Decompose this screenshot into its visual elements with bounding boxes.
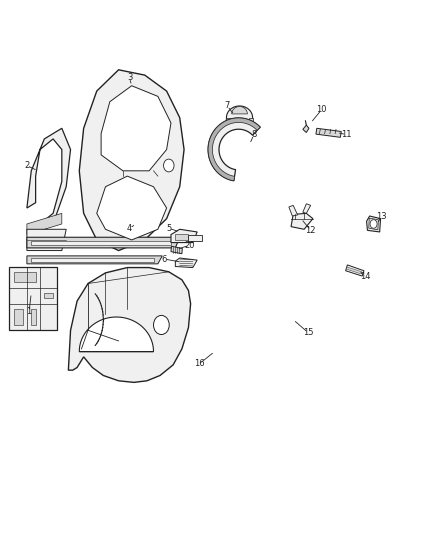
Polygon shape [175,258,197,268]
Polygon shape [303,204,311,213]
Text: 15: 15 [303,328,314,337]
Text: 10: 10 [316,105,327,114]
Text: 3: 3 [127,73,132,82]
Text: 16: 16 [194,359,205,368]
Circle shape [163,159,174,172]
Polygon shape [188,235,201,241]
Text: 1: 1 [26,307,32,316]
Polygon shape [316,128,341,138]
Text: 8: 8 [251,130,257,139]
Polygon shape [175,233,188,240]
Polygon shape [10,266,57,330]
Polygon shape [27,237,180,248]
Polygon shape [101,86,171,171]
Text: 14: 14 [360,272,371,280]
Text: 5: 5 [166,224,171,233]
Circle shape [370,220,377,228]
Polygon shape [44,293,53,298]
Text: 4: 4 [127,224,132,233]
Polygon shape [367,216,381,232]
Polygon shape [289,205,297,216]
Polygon shape [31,241,171,245]
Text: 20: 20 [184,241,194,250]
Polygon shape [171,229,197,243]
Polygon shape [14,309,22,325]
Polygon shape [27,256,162,264]
Polygon shape [68,268,191,382]
Polygon shape [232,107,247,114]
Polygon shape [79,317,153,352]
Polygon shape [27,229,66,251]
Polygon shape [27,128,71,235]
Text: 12: 12 [305,226,316,235]
Polygon shape [31,258,153,262]
Polygon shape [31,309,35,325]
Polygon shape [249,118,253,122]
Polygon shape [79,70,184,251]
Text: 6: 6 [162,255,167,263]
Polygon shape [369,218,378,230]
Polygon shape [226,106,253,122]
Polygon shape [291,213,313,229]
Text: 11: 11 [341,130,352,139]
Text: 13: 13 [376,212,387,221]
Polygon shape [97,176,166,240]
Text: 7: 7 [225,101,230,110]
Polygon shape [303,125,309,133]
Polygon shape [346,265,364,276]
Polygon shape [208,118,260,181]
Text: 2: 2 [24,161,29,170]
Polygon shape [14,272,35,282]
Polygon shape [171,246,182,254]
Polygon shape [208,118,260,181]
Polygon shape [226,118,230,122]
Circle shape [153,316,169,335]
Polygon shape [346,267,362,274]
Polygon shape [27,213,62,235]
